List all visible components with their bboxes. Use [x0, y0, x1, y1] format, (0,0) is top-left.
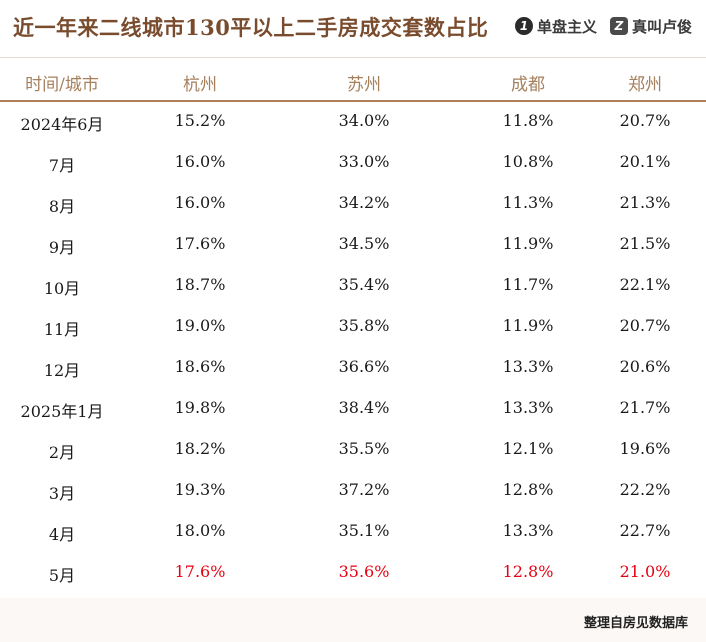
column-header-hangzhou: 杭州 — [183, 75, 217, 95]
cell-chengdu: 13.3% — [502, 398, 554, 417]
column-header-zhengzhou: 郑州 — [628, 75, 662, 95]
brand-name-primary: 单盘主义 — [537, 17, 598, 36]
cell-zhengzhou: 21.7% — [619, 398, 671, 417]
cell-chengdu: 13.3% — [502, 357, 554, 376]
column-header-chengdu: 成都 — [511, 75, 545, 95]
cell-hangzhou: 16.0% — [174, 193, 226, 212]
row-period-label: 11月 — [43, 320, 81, 339]
table-row: 3月 19.3% 37.2% 12.8% 22.2% — [0, 471, 706, 512]
cell-hangzhou: 18.2% — [174, 439, 226, 458]
cell-suzhou: 35.6% — [338, 562, 390, 581]
table-row: 10月 18.7% 35.4% 11.7% 22.1% — [0, 266, 706, 307]
cell-zhengzhou: 21.5% — [619, 234, 671, 253]
cell-chengdu: 10.8% — [502, 152, 554, 171]
table-header: 时间/城市 杭州 苏州 成都 郑州 — [0, 58, 706, 102]
column-header-suzhou: 苏州 — [347, 75, 381, 95]
cell-suzhou: 37.2% — [338, 480, 390, 499]
cell-suzhou: 35.8% — [338, 316, 390, 335]
column-header-period: 时间/城市 — [25, 75, 99, 95]
cell-chengdu: 11.8% — [502, 111, 554, 130]
cell-suzhou: 35.4% — [338, 275, 390, 294]
cell-suzhou: 35.5% — [338, 439, 390, 458]
cell-zhengzhou: 22.2% — [619, 480, 671, 499]
cell-zhengzhou: 22.1% — [619, 275, 671, 294]
table-row: 12月 18.6% 36.6% 13.3% 20.6% — [0, 348, 706, 389]
cell-chengdu: 11.9% — [502, 316, 554, 335]
footer-band — [0, 598, 706, 642]
cell-zhengzhou: 22.7% — [619, 521, 671, 540]
brand-logo-secondary: Z 真叫卢俊 — [610, 15, 692, 37]
cell-zhengzhou: 20.7% — [619, 111, 671, 130]
cell-chengdu: 12.1% — [502, 439, 554, 458]
cell-zhengzhou: 20.1% — [619, 152, 671, 171]
cell-hangzhou: 18.6% — [174, 357, 226, 376]
row-period-label: 3月 — [48, 484, 76, 503]
table-row: 5月 17.6% 35.6% 12.8% 21.0% — [0, 553, 706, 594]
cell-hangzhou: 15.2% — [174, 111, 226, 130]
cell-hangzhou: 18.0% — [174, 521, 226, 540]
table-row: 7月 16.0% 33.0% 10.8% 20.1% — [0, 143, 706, 184]
header-bar: 近一年来二线城市130平以上二手房成交套数占比 1 单盘主义 Z 真叫卢俊 — [0, 0, 706, 58]
row-period-label: 9月 — [48, 238, 76, 257]
cell-chengdu: 13.3% — [502, 521, 554, 540]
cell-hangzhou: 19.3% — [174, 480, 226, 499]
table-row: 11月 19.0% 35.8% 11.9% 20.7% — [0, 307, 706, 348]
row-period-label: 2月 — [48, 443, 76, 462]
cell-suzhou: 34.5% — [338, 234, 390, 253]
brand-mark-icon: 1 — [515, 17, 533, 35]
cell-chengdu: 11.3% — [502, 193, 554, 212]
cell-suzhou: 33.0% — [338, 152, 390, 171]
cell-suzhou: 35.1% — [338, 521, 390, 540]
cell-zhengzhou: 20.7% — [619, 316, 671, 335]
cell-chengdu: 12.8% — [502, 562, 554, 581]
cell-zhengzhou: 21.3% — [619, 193, 671, 212]
table-row: 8月 16.0% 34.2% 11.3% 21.3% — [0, 184, 706, 225]
row-period-label: 2025年1月 — [20, 402, 104, 421]
cell-zhengzhou: 21.0% — [619, 562, 671, 581]
cell-suzhou: 38.4% — [338, 398, 390, 417]
brand-logo-primary: 1 单盘主义 — [515, 15, 597, 37]
table-row: 2月 18.2% 35.5% 12.1% 19.6% — [0, 430, 706, 471]
table-row: 4月 18.0% 35.1% 13.3% 22.7% — [0, 512, 706, 553]
cell-chengdu: 11.9% — [502, 234, 554, 253]
table-row: 9月 17.6% 34.5% 11.9% 21.5% — [0, 225, 706, 266]
brand-name-secondary: 真叫卢俊 — [632, 17, 693, 36]
table-row: 2025年1月 19.8% 38.4% 13.3% 21.7% — [0, 389, 706, 430]
cell-zhengzhou: 20.6% — [619, 357, 671, 376]
cell-hangzhou: 19.8% — [174, 398, 226, 417]
row-period-label: 7月 — [48, 156, 76, 175]
row-period-label: 10月 — [43, 279, 81, 298]
cell-zhengzhou: 19.6% — [619, 439, 671, 458]
row-period-label: 2024年6月 — [20, 115, 104, 134]
cell-hangzhou: 17.6% — [174, 562, 226, 581]
cell-chengdu: 11.7% — [502, 275, 554, 294]
brand-z-icon: Z — [610, 17, 628, 35]
row-period-label: 8月 — [48, 197, 76, 216]
cell-hangzhou: 18.7% — [174, 275, 226, 294]
cell-hangzhou: 19.0% — [174, 316, 226, 335]
table-row: 2024年6月 15.2% 34.0% 11.8% 20.7% — [0, 102, 706, 143]
cell-suzhou: 34.0% — [338, 111, 390, 130]
row-period-label: 4月 — [48, 525, 76, 544]
cell-suzhou: 36.6% — [338, 357, 390, 376]
page-title: 近一年来二线城市130平以上二手房成交套数占比 — [13, 15, 489, 40]
cell-hangzhou: 16.0% — [174, 152, 226, 171]
row-period-label: 12月 — [43, 361, 81, 380]
cell-suzhou: 34.2% — [338, 193, 390, 212]
source-note: 整理自房见数据库 — [583, 616, 688, 631]
row-period-label: 5月 — [48, 566, 76, 585]
cell-chengdu: 12.8% — [502, 480, 554, 499]
cell-hangzhou: 17.6% — [174, 234, 226, 253]
